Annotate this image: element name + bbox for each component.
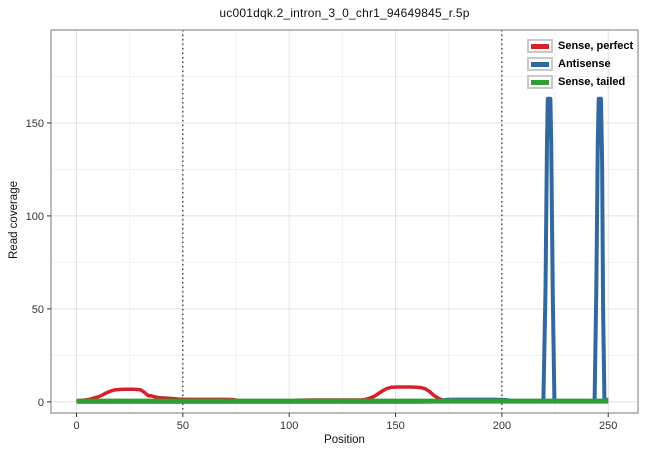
legend: Sense, perfect Antisense Sense, tailed — [527, 39, 633, 89]
chart-title: uc001dqk.2_intron_3_0_chr1_94649845_r.5p — [219, 6, 470, 20]
x-tick-label: 0 — [73, 420, 79, 432]
legend-swatch-blue — [531, 61, 549, 67]
legend-swatch-red — [531, 43, 549, 49]
legend-item-sense-tailed: Sense, tailed — [527, 75, 633, 89]
legend-label: Sense, tailed — [558, 76, 626, 88]
panel-border — [50, 29, 639, 414]
legend-key — [527, 57, 553, 71]
legend-key — [527, 39, 553, 53]
legend-item-sense-perfect: Sense, perfect — [527, 39, 633, 53]
y-tick-label: 50 — [32, 304, 44, 316]
legend-label: Sense, perfect — [558, 40, 634, 52]
legend-swatch-green — [531, 79, 549, 85]
legend-key — [527, 75, 553, 89]
x-tick-label: 250 — [599, 420, 617, 432]
x-tick-label: 150 — [386, 420, 404, 432]
x-tick-label: 200 — [493, 420, 511, 432]
legend-item-antisense: Antisense — [527, 57, 633, 71]
x-tick-label: 100 — [280, 420, 298, 432]
x-axis-title: Position — [324, 434, 365, 446]
y-tick-label: 100 — [26, 211, 44, 223]
series-group — [75, 96, 609, 404]
x-tick-label: 50 — [177, 420, 189, 432]
legend-label: Antisense — [558, 58, 611, 70]
y-tick-label: 150 — [26, 118, 44, 130]
y-tick-label: 0 — [38, 397, 44, 409]
